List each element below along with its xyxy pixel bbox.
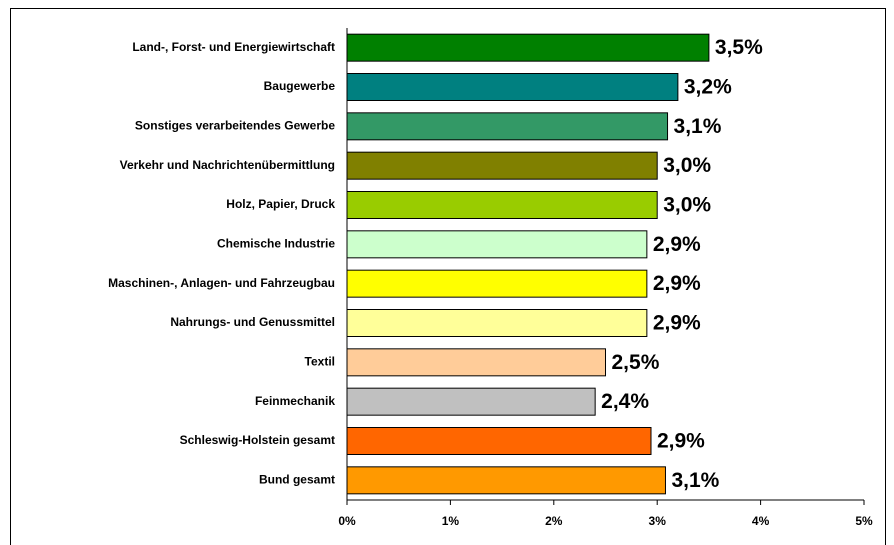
value-label: 2,9%: [657, 430, 705, 453]
x-tick-label: 3%: [649, 514, 667, 528]
bar: [346, 348, 606, 377]
x-tick-label: 1%: [442, 514, 460, 528]
value-label: 3,0%: [663, 194, 711, 217]
x-tick-label: 2%: [545, 514, 563, 528]
value-label: 2,9%: [653, 233, 701, 256]
value-label: 2,4%: [601, 390, 649, 413]
value-label: 3,2%: [684, 76, 732, 99]
bar: [346, 230, 648, 259]
category-label: Textil: [305, 355, 335, 369]
value-label: 3,5%: [715, 36, 763, 59]
bar: [346, 269, 648, 298]
category-label: Nahrungs- und Genussmittel: [170, 315, 335, 329]
category-label: Feinmechanik: [255, 394, 335, 408]
category-label: Baugewerbe: [264, 79, 336, 93]
category-label: Maschinen-, Anlagen- und Fahrzeugbau: [108, 276, 335, 290]
bar: [346, 309, 648, 337]
value-label: 3,1%: [671, 469, 719, 492]
x-tick-label: 0%: [338, 514, 356, 528]
category-label: Schleswig-Holstein gesamt: [180, 433, 335, 447]
category-label: Land-, Forst- und Energiewirtschaft: [132, 40, 335, 54]
bar: [346, 427, 652, 455]
value-label: 2,9%: [653, 312, 701, 335]
value-label: 3,0%: [663, 154, 711, 177]
category-label: Sonstiges verarbeitendes Gewerbe: [135, 119, 335, 133]
x-tick-label: 4%: [752, 514, 770, 528]
bar: [346, 466, 666, 495]
bar: [346, 387, 596, 416]
bar: [346, 191, 658, 219]
chart-border: [10, 8, 886, 545]
category-label: Bund gesamt: [259, 473, 335, 487]
category-label: Chemische Industrie: [217, 237, 335, 251]
category-label: Holz, Papier, Druck: [226, 197, 335, 211]
bar: [346, 112, 669, 141]
value-label: 2,5%: [612, 351, 660, 374]
x-tick-label: 5%: [855, 514, 873, 528]
category-label: Verkehr und Nachrichtenübermittlung: [120, 158, 335, 172]
value-label: 2,9%: [653, 272, 701, 295]
value-label: 3,1%: [674, 115, 722, 138]
bar: [346, 151, 658, 180]
bar: [346, 73, 679, 101]
bar: [346, 33, 710, 62]
